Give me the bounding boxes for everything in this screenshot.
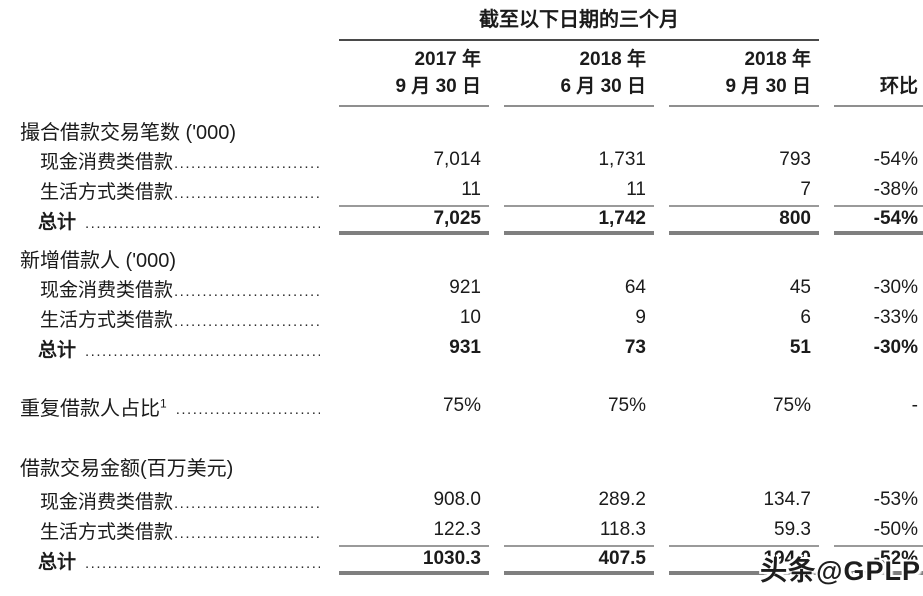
- value-cell: 75%: [772, 395, 811, 416]
- dot-leader: ........................................…: [85, 554, 320, 572]
- table-title: 截至以下日期的三个月: [339, 6, 819, 41]
- dot-leader: ........................................…: [174, 494, 320, 512]
- value-cell: 1,731: [598, 149, 646, 170]
- value-cell: 11: [626, 179, 646, 200]
- table-header-title-row: 截至以下日期的三个月: [0, 0, 923, 41]
- dot-leader: ........................................…: [174, 154, 320, 172]
- value-cell: 59.3: [774, 519, 811, 540]
- value-cell: 75%: [607, 395, 646, 416]
- value-cell: 64: [624, 277, 646, 298]
- spacer: [0, 363, 923, 391]
- table-row: 现金消费类借款.................................…: [0, 145, 923, 175]
- column-header-year: 2018 年: [579, 49, 646, 70]
- value-cell: 45: [789, 277, 811, 298]
- column-header-year: 2017 年: [414, 49, 481, 70]
- row-label: 生活方式类借款: [40, 521, 174, 543]
- value-cell: 908.0: [433, 489, 481, 510]
- watermark-text: 头条@GPLP: [760, 556, 921, 586]
- column-header-year: 2018 年: [744, 49, 811, 70]
- total-value-cell: 7,025: [339, 205, 489, 235]
- qoq-cell: -54%: [873, 149, 918, 170]
- total-label: 总计: [38, 551, 77, 573]
- spacer: [0, 421, 923, 451]
- dot-leader: ........................................…: [174, 282, 320, 300]
- total-label: 总计: [38, 211, 77, 233]
- total-row: 总计......................................…: [0, 205, 923, 235]
- total-row: 总计......................................…: [0, 545, 923, 575]
- repeat-borrower-row: 重复借款人占比1................................…: [0, 391, 923, 421]
- value-cell: 289.2: [598, 489, 646, 510]
- qoq-label: 环比: [879, 76, 918, 97]
- qoq-cell: -33%: [873, 307, 918, 328]
- section-heading-row: 借款交易金额(百万美元): [0, 451, 923, 481]
- qoq-cell: -53%: [873, 489, 918, 510]
- value-cell: 6: [800, 307, 811, 328]
- dot-leader: ........................................…: [174, 524, 320, 542]
- total-qoq-cell: -30%: [873, 337, 918, 358]
- total-value-cell: 51: [789, 337, 811, 358]
- header-spacer: [0, 6, 324, 41]
- total-value-cell: 800: [669, 205, 819, 235]
- dot-leader: ........................................…: [175, 400, 320, 418]
- section-heading-row: 撮合借款交易笔数 ('000): [0, 115, 923, 145]
- value-cell: 9: [635, 307, 646, 328]
- header-spacer: [0, 41, 324, 107]
- total-value-cell: 194.0: [669, 545, 819, 575]
- value-cell: 118.3: [599, 519, 646, 540]
- row-label: 重复借款人占比: [20, 397, 160, 420]
- column-header-2018-06-30: 2018 年 6 月 30 日: [504, 41, 654, 107]
- value-cell: 7: [800, 179, 811, 200]
- table-row: 生活方式类借款.................................…: [0, 303, 923, 333]
- column-header-qoq: 环比: [834, 41, 923, 107]
- total-value-cell: 931: [449, 337, 481, 358]
- total-row: 总计......................................…: [0, 333, 923, 363]
- column-header-date: 9 月 30 日: [395, 76, 481, 97]
- table-row: 现金消费类借款.................................…: [0, 273, 923, 303]
- total-qoq-cell: -52%: [834, 545, 923, 575]
- row-label: 现金消费类借款: [40, 491, 174, 513]
- dot-leader: ........................................…: [85, 342, 320, 360]
- dot-leader: ........................................…: [174, 184, 320, 202]
- total-value-cell: 73: [624, 337, 646, 358]
- value-cell: 122.3: [433, 519, 481, 540]
- table-row: 现金消费类借款.................................…: [0, 485, 923, 515]
- value-cell: 793: [779, 149, 811, 170]
- qoq-cell: -38%: [873, 179, 918, 200]
- total-value-cell: 1030.3: [339, 545, 489, 575]
- row-label: 现金消费类借款: [40, 151, 174, 173]
- qoq-cell: -30%: [873, 277, 918, 298]
- qoq-cell: -: [911, 395, 918, 416]
- footnote-marker: 1: [160, 395, 167, 410]
- value-cell: 134.7: [763, 489, 811, 510]
- column-header-2018-09-30: 2018 年 9 月 30 日: [669, 41, 819, 107]
- value-cell: 10: [459, 307, 481, 328]
- column-header-date: 9 月 30 日: [725, 76, 811, 97]
- section-heading-row: 新增借款人 ('000): [0, 243, 923, 273]
- section-heading: 借款交易金额(百万美元): [20, 457, 234, 480]
- table-header-date-row: 2017 年 9 月 30 日 2018 年 6 月 30 日 2018 年 9…: [0, 41, 923, 107]
- table-row: 生活方式类借款.................................…: [0, 515, 923, 545]
- dot-leader: ........................................…: [174, 312, 320, 330]
- total-value-cell: 407.5: [504, 545, 654, 575]
- total-qoq-cell: -54%: [834, 205, 923, 235]
- row-label: 生活方式类借款: [40, 309, 174, 331]
- dot-leader: ........................................…: [85, 214, 320, 232]
- value-cell: 75%: [442, 395, 481, 416]
- qoq-cell: -50%: [873, 519, 918, 540]
- total-label: 总计: [38, 339, 77, 361]
- table-row: 生活方式类借款.................................…: [0, 175, 923, 205]
- column-header-2017-09-30: 2017 年 9 月 30 日: [339, 41, 489, 107]
- section-heading: 撮合借款交易笔数 ('000): [20, 121, 237, 144]
- value-cell: 921: [449, 277, 481, 298]
- value-cell: 11: [461, 179, 481, 200]
- column-header-date: 6 月 30 日: [560, 76, 646, 97]
- total-value-cell: 1,742: [504, 205, 654, 235]
- section-heading: 新增借款人 ('000): [20, 249, 177, 272]
- value-cell: 7,014: [433, 149, 481, 170]
- row-label: 现金消费类借款: [40, 279, 174, 301]
- row-label: 生活方式类借款: [40, 181, 174, 203]
